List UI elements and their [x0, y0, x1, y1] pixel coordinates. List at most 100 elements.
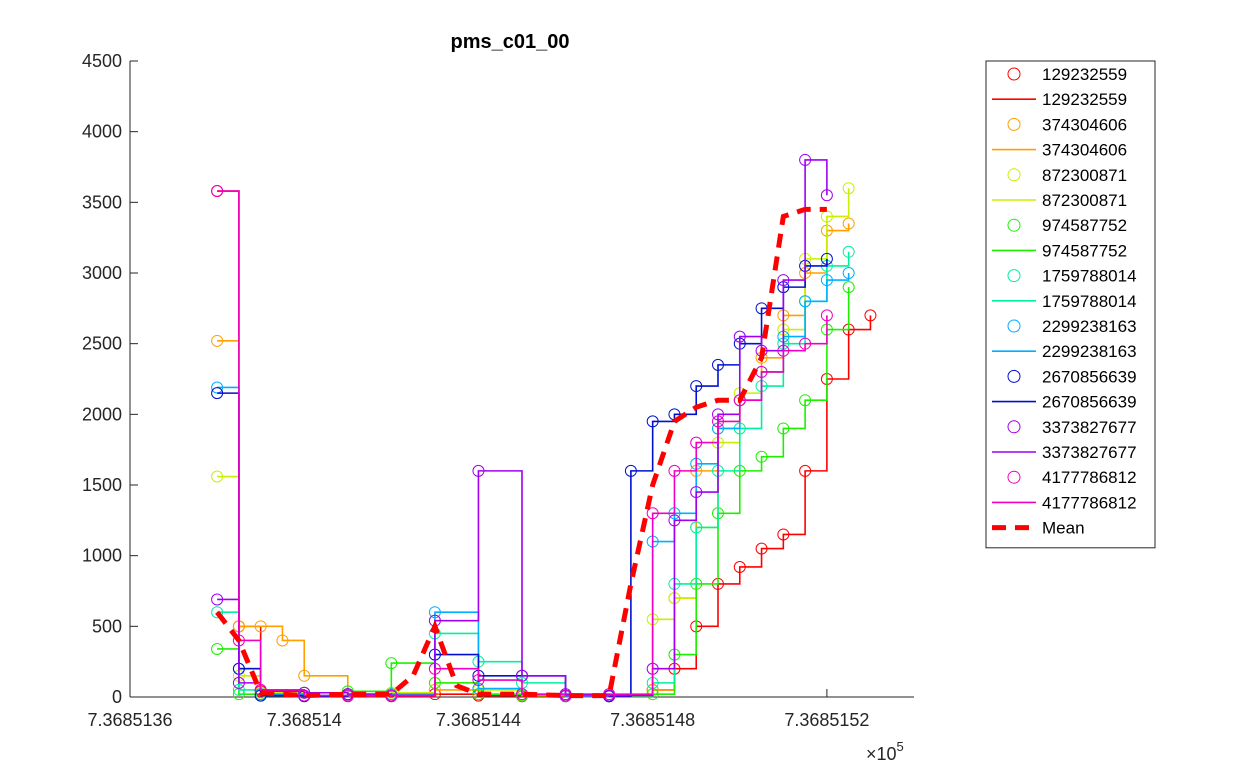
series-group: [211, 182, 855, 703]
legend-marker: [1007, 269, 1021, 283]
data-point: [211, 185, 224, 198]
x-axis: 7.3685136 7.368514 7.3685144 7.3685148 7.368…: [87, 689, 914, 730]
legend-box: [985, 60, 1156, 549]
data-point: [842, 182, 855, 195]
data-point: [668, 464, 681, 477]
legend-marker: [1007, 168, 1021, 182]
legend-label: 3373827677: [1042, 443, 1137, 462]
data-point: [842, 281, 855, 294]
data-point: [211, 593, 224, 606]
y-tick-label: 3000: [82, 263, 122, 283]
x-tick-label: 7.3685144: [436, 710, 521, 730]
data-point: [733, 330, 746, 343]
legend-label: 374304606: [1042, 141, 1127, 160]
data-point: [820, 309, 833, 322]
data-point: [777, 422, 790, 435]
legend-label: 1759788014: [1042, 292, 1137, 311]
data-point: [820, 274, 833, 287]
legend-marker: [1007, 470, 1021, 484]
series-line: [217, 188, 850, 698]
y-tick-label: 1500: [82, 475, 122, 495]
data-point: [842, 267, 855, 279]
legend: 129232559 129232559 374304606 374304606 8723…: [985, 60, 1156, 549]
series-line: [217, 251, 850, 697]
data-point: [712, 358, 724, 371]
legend-label: 4177786812: [1042, 468, 1137, 487]
data-point: [254, 683, 267, 696]
data-point: [211, 470, 224, 483]
x-tick-label: 7.368514: [267, 710, 342, 730]
data-point: [254, 620, 267, 633]
legend-label: 2670856639: [1042, 393, 1137, 412]
x-tick-label: 7.3685136: [87, 710, 172, 730]
y-tick-label: 4500: [82, 51, 122, 71]
x-tick-label: 7.3685148: [610, 710, 695, 730]
data-point: [668, 514, 681, 527]
legend-label: 974587752: [1042, 216, 1127, 235]
y-tick-label: 2500: [82, 334, 122, 354]
data-point: [232, 676, 245, 689]
data-point: [799, 337, 812, 350]
legend-label: 974587752: [1042, 241, 1127, 260]
data-point: [472, 464, 485, 477]
data-point: [733, 560, 746, 573]
y-tick-label: 500: [92, 616, 122, 636]
series-group: [211, 217, 855, 703]
data-point: [211, 387, 224, 400]
y-tick-label: 2000: [82, 404, 122, 424]
legend-marker: [1007, 117, 1021, 131]
data-point: [428, 606, 441, 619]
data-point: [733, 394, 746, 407]
y-tick-label: 0: [112, 687, 122, 707]
data-point: [690, 486, 703, 499]
chart-title: pms_c01_00: [451, 31, 570, 53]
legend-label: 129232559: [1042, 65, 1127, 84]
legend-marker: [1007, 67, 1021, 81]
data-point: [211, 334, 224, 347]
data-point: [777, 528, 790, 541]
legend-label: 1759788014: [1042, 267, 1137, 286]
data-point: [276, 634, 289, 647]
legend-marker: [1007, 319, 1021, 333]
data-point: [777, 344, 790, 357]
y-tick-label: 4000: [82, 122, 122, 142]
series-line: [217, 190, 872, 698]
data-point: [864, 309, 877, 322]
legend-label: 4177786812: [1042, 493, 1137, 512]
series-group: [211, 281, 855, 703]
data-point: [298, 686, 311, 699]
data-point: [755, 450, 768, 463]
legend-label: 129232559: [1042, 90, 1127, 109]
data-point: [646, 507, 659, 520]
series-group: [211, 245, 855, 702]
series-line: [217, 190, 828, 697]
data-point: [232, 634, 245, 647]
legend-label: 2299238163: [1042, 342, 1137, 361]
data-point: [298, 669, 311, 682]
mean-layer: [215, 206, 827, 699]
data-point: [712, 408, 724, 421]
data-point: [646, 415, 659, 428]
legend-label: 2299238163: [1042, 317, 1137, 336]
legend-marker: [1007, 420, 1021, 434]
x-tick-label: 7.3685152: [784, 710, 869, 730]
data-point: [712, 415, 724, 428]
series-line: [217, 223, 850, 698]
data-point: [820, 189, 833, 202]
legend-label: 872300871: [1042, 166, 1127, 185]
data-point: [690, 380, 703, 393]
data-point: [211, 642, 224, 655]
mean-line: [215, 206, 827, 699]
data-point: [799, 394, 812, 407]
data-point: [472, 674, 485, 687]
data-point: [690, 521, 703, 534]
data-point: [428, 662, 441, 675]
data-point: [842, 217, 855, 230]
data-point: [799, 464, 812, 477]
legend-label: 3373827677: [1042, 418, 1137, 437]
data-point: [842, 245, 855, 258]
legend-label: Mean: [1042, 519, 1085, 538]
data-point: [385, 657, 398, 670]
data-point: [232, 683, 245, 696]
